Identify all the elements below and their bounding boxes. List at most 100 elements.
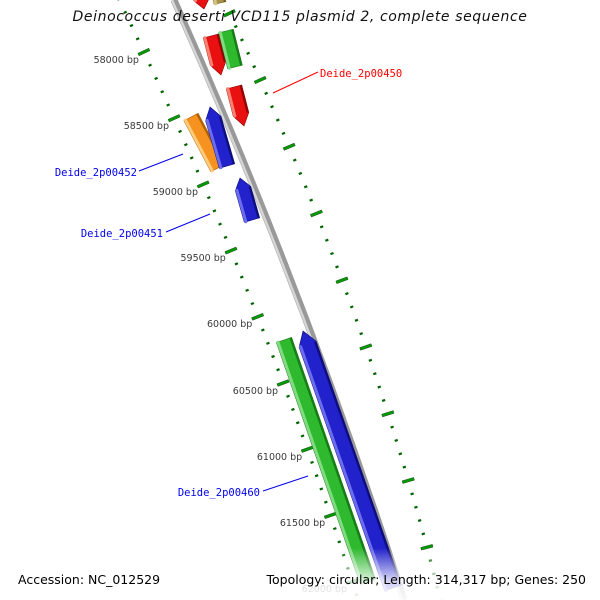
gene-arrow-shadow — [218, 116, 235, 165]
gene-label-deide_2p00450[interactable]: Deide_2p00450 — [320, 68, 402, 80]
ruler-tick-minor — [166, 103, 171, 107]
ruler-tick-minor — [303, 185, 308, 189]
ruler-tick-major — [300, 445, 314, 453]
gene-arrow-highlight — [203, 36, 214, 67]
ruler-tick-minor — [335, 265, 339, 269]
ruler-tick-major — [137, 47, 151, 57]
ruler-tick-minor — [310, 460, 314, 465]
ruler-tick-major — [251, 313, 264, 321]
ruler-tick-minor — [377, 385, 382, 389]
ruler-tick-major — [381, 410, 395, 418]
ruler-tick-minor — [292, 158, 297, 162]
gene-arrow-shadow — [231, 29, 243, 66]
ruler-tick-minor — [402, 465, 407, 469]
ruler-tick-minor — [189, 156, 194, 160]
gene-arrow-highlight — [193, 0, 198, 3]
ruler-tick-minor — [246, 51, 251, 55]
ruler-tick-minor — [359, 332, 364, 336]
ruler-tick-minor — [250, 301, 255, 306]
gene-arrow-shadow — [216, 34, 226, 62]
ruler-tick-minor — [260, 328, 265, 332]
accession-status: Accession: NC_012529 — [18, 572, 161, 587]
ruler-tick-minor — [298, 171, 303, 176]
gene-arrow[interactable] — [205, 106, 236, 169]
ruler-tick-minor — [394, 438, 399, 442]
gene-label-deide_2p00460[interactable]: Deide_2p00460 — [178, 487, 260, 499]
ruler-tick-minor — [323, 500, 328, 504]
ruler-label: 59500 bp — [180, 253, 225, 264]
ruler-tick-minor — [337, 540, 342, 544]
bottom-fade-overlay — [0, 548, 470, 600]
ruler-tick-minor — [344, 292, 349, 296]
ruler-tick-minor — [390, 425, 394, 429]
ruler-tick-major — [335, 276, 349, 284]
ruler-tick-minor — [195, 169, 200, 173]
ruler-tick-minor — [368, 358, 373, 362]
ruler-label: 60500 bp — [233, 386, 278, 397]
ruler-tick-major — [323, 511, 337, 519]
ruler-tick-minor — [300, 434, 305, 438]
topology-status: Topology: circular; Length: 314,317 bp; … — [266, 572, 587, 587]
callout-line — [165, 213, 211, 233]
ruler-tick-minor — [148, 63, 152, 67]
ruler-tick-minor — [271, 354, 275, 359]
gene-arrow[interactable] — [218, 28, 243, 70]
ruler-tick-minor — [349, 305, 354, 309]
gene-label-deide_2p00451[interactable]: Deide_2p00451 — [81, 228, 163, 240]
gene-label-deide_2p00452[interactable]: Deide_2p00452 — [55, 167, 137, 179]
ruler-tick-minor — [233, 24, 238, 29]
ruler-tick-minor — [135, 37, 140, 41]
ruler-tick-minor — [286, 394, 290, 398]
ruler-tick-minor — [414, 505, 418, 509]
gene-callouts: Deide_2p00450 Deide_2p00452 Deide_2p00451 D… — [55, 68, 402, 499]
ruler-tick-minor — [218, 222, 222, 226]
ruler-tick-minor — [266, 341, 270, 345]
ruler-tick-minor — [245, 288, 250, 292]
ruler-label: 58000 bp — [94, 55, 139, 66]
ruler-tick-minor — [354, 318, 359, 322]
ruler-label: 58500 bp — [124, 121, 169, 132]
ruler-tick-minor — [314, 474, 319, 478]
ruler-tick-minor — [276, 368, 280, 372]
ruler-tick-minor — [116, 0, 121, 1]
gene-arrow-highlight — [276, 340, 364, 586]
gene-arrow-highlight — [183, 118, 214, 173]
ruler-tick-minor — [123, 10, 128, 14]
gene-arrow[interactable] — [188, 0, 209, 10]
ruler-label: 61000 bp — [257, 452, 302, 463]
ruler-tick-minor — [270, 105, 274, 109]
gene-arrow-shadow — [239, 85, 249, 113]
ruler-tick-minor — [264, 91, 269, 95]
ruler-tick-major — [310, 209, 323, 218]
gene-arrow-shadow — [248, 186, 260, 219]
ruler-label: 61500 bp — [280, 518, 325, 529]
ruler-tick-minor — [309, 198, 314, 202]
gene-arrow-highlight — [235, 188, 248, 224]
ruler-tick-minor — [183, 143, 188, 147]
callout-line — [272, 71, 319, 94]
ruler-tick-minor — [421, 532, 426, 536]
ruler-tick-major — [224, 246, 238, 255]
gene-arrow-shadow — [289, 337, 376, 581]
ruler-tick-minor — [206, 195, 211, 200]
ruler-tick-minor — [332, 527, 337, 531]
ruler-tick-major — [253, 76, 267, 84]
ruler-tick-minor — [234, 262, 239, 266]
gene-arrow-highlight — [218, 30, 231, 70]
ruler-tick-minor — [212, 209, 217, 213]
gene-arrow-highlight — [226, 87, 237, 118]
ruler-tick-minor — [291, 407, 295, 412]
ruler-tick-minor — [319, 487, 324, 491]
ruler-tick-minor — [410, 492, 414, 496]
ruler-tick-minor — [398, 452, 403, 456]
ruler-tick-major — [276, 379, 290, 387]
ruler-tick-minor — [129, 23, 134, 28]
ruler-tick-minor — [275, 118, 280, 122]
ruler-tick-minor — [319, 225, 324, 229]
gene-arrow-highlight — [213, 0, 218, 6]
ruler-tick-major — [223, 9, 236, 18]
ruler-tick-minor — [239, 275, 244, 279]
ruler-tick-minor — [281, 131, 286, 136]
